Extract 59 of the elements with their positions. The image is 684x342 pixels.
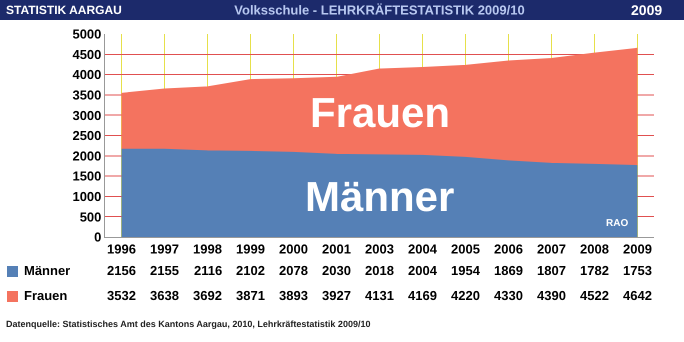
y-tick-label: 2000 xyxy=(72,148,102,164)
y-tick-label: 3000 xyxy=(72,108,102,123)
chart-title: Volksschule - LEHRKRÄFTESTATISTIK 2009/10 xyxy=(234,2,525,18)
y-tick-label: 500 xyxy=(80,209,102,224)
data-label: 4131 xyxy=(365,288,394,303)
text: STATISTIK AARGAU xyxy=(6,3,122,17)
data-label: 2155 xyxy=(150,263,179,278)
text: 2009 xyxy=(631,2,662,18)
data-label: 2156 xyxy=(107,263,136,278)
data-label: 4169 xyxy=(408,288,437,303)
data-label: 3893 xyxy=(279,288,308,303)
text: Datenquelle: Statistisches Amt des Kantons Aargau, 2010, Lehrkräftestatistik 2009/10 xyxy=(6,319,370,329)
y-tick-label: 4000 xyxy=(72,67,102,82)
data-label: 1869 xyxy=(494,263,523,278)
data-label: 2018 xyxy=(365,263,394,278)
data-label: 3692 xyxy=(193,288,222,303)
x-tick-label: 2008 xyxy=(580,242,609,257)
data-label: 2004 xyxy=(408,263,438,278)
x-tick-label: 1998 xyxy=(193,242,222,257)
data-label: 3871 xyxy=(236,288,265,303)
x-tick-label: 1997 xyxy=(150,242,179,257)
data-label: 2078 xyxy=(279,263,308,278)
y-tick-label: 1500 xyxy=(72,168,102,184)
x-tick-label: 2009 xyxy=(623,242,652,257)
data-label: 2116 xyxy=(194,263,222,278)
x-tick-label: 2006 xyxy=(494,242,523,257)
text: Männer xyxy=(305,173,454,220)
data-label: 4642 xyxy=(623,288,652,303)
data-label: 1782 xyxy=(580,263,609,278)
y-tick-label: 5000 xyxy=(72,26,102,42)
legend-label: Frauen xyxy=(24,288,68,303)
data-label: 1954 xyxy=(451,263,481,278)
data-label: 1753 xyxy=(623,263,652,278)
data-label: 2102 xyxy=(236,263,265,278)
data-label: 4330 xyxy=(494,288,523,303)
y-tick-label: 1000 xyxy=(72,188,102,204)
data-label: 3638 xyxy=(150,288,179,303)
x-tick-label: 1996 xyxy=(107,242,136,257)
y-tick-label: 3500 xyxy=(72,87,102,102)
y-tick-label: 2500 xyxy=(72,128,102,144)
x-tick-label: 2007 xyxy=(537,242,566,257)
y-tick-label: 0 xyxy=(94,230,102,245)
x-tick-label: 2004 xyxy=(408,242,438,257)
text: Frauen xyxy=(310,89,450,136)
y-tick-label: 4500 xyxy=(72,46,102,62)
annotation: RAO xyxy=(606,218,628,229)
data-label: 2030 xyxy=(322,263,351,278)
data-label: 4220 xyxy=(451,288,480,303)
legend-label: Männer xyxy=(24,263,70,278)
data-label: 4390 xyxy=(537,288,566,303)
data-label: 3532 xyxy=(107,288,136,303)
x-tick-label: 2005 xyxy=(451,242,480,257)
data-label: 3927 xyxy=(322,288,351,303)
x-tick-label: 2003 xyxy=(365,242,394,257)
x-tick-label: 2000 xyxy=(279,242,308,257)
x-tick-label: 2001 xyxy=(322,242,351,257)
data-label: 1807 xyxy=(537,263,566,278)
data-label: 4522 xyxy=(580,288,609,303)
x-tick-label: 1999 xyxy=(236,242,265,257)
